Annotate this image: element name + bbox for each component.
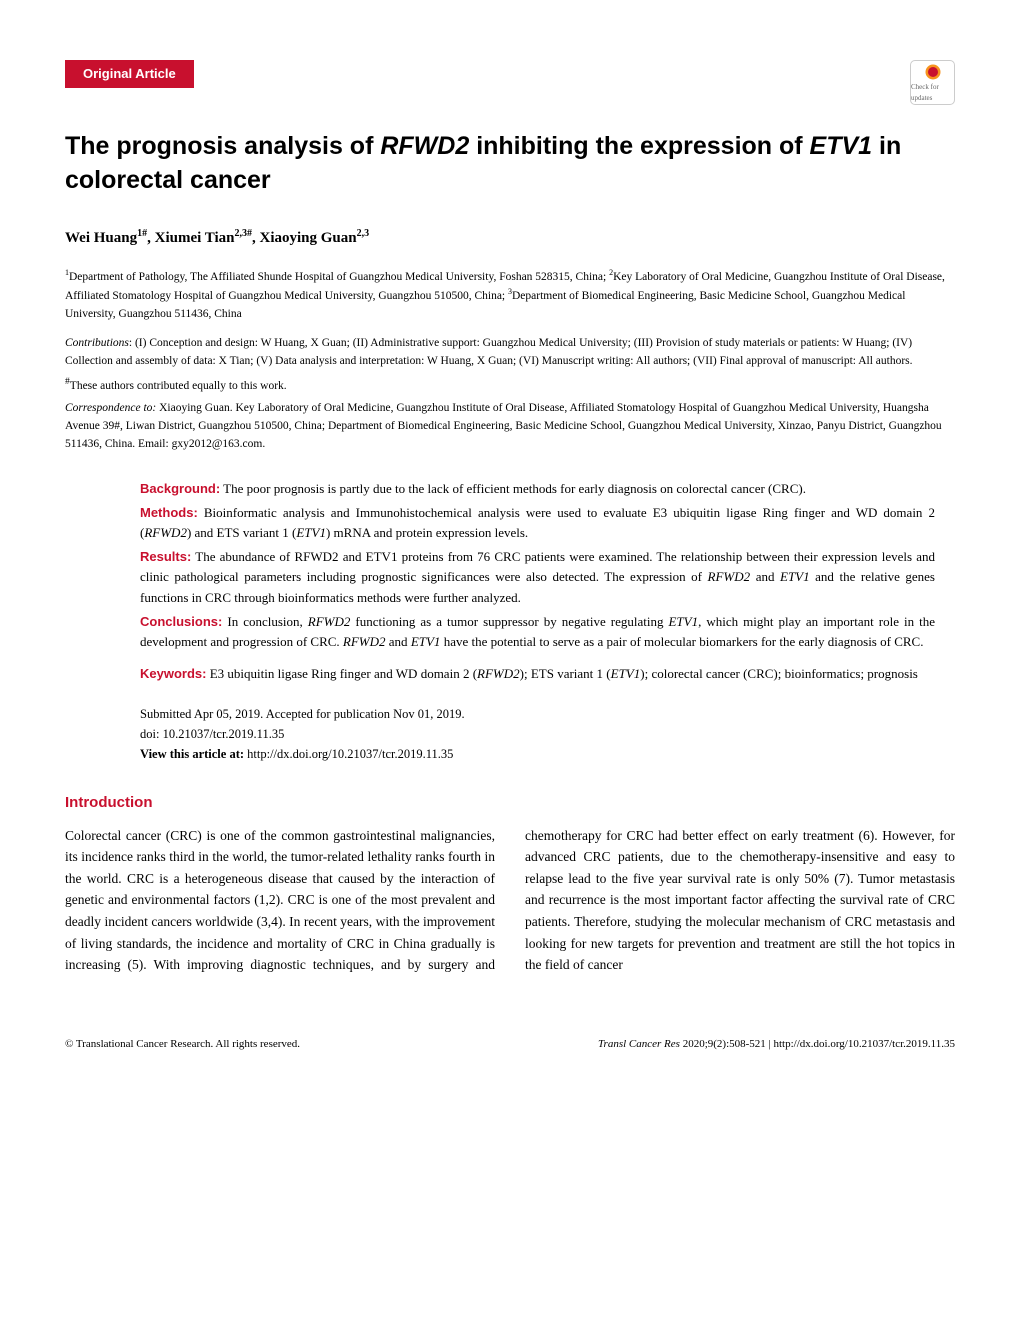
- introduction-body: Colorectal cancer (CRC) is one of the co…: [65, 825, 955, 976]
- keywords: Keywords: E3 ubiquitin ligase Ring finge…: [140, 664, 935, 684]
- abstract-methods: Methods: Bioinformatic analysis and Immu…: [140, 503, 935, 543]
- abstract-block: Background: The poor prognosis is partly…: [140, 479, 935, 684]
- submission-dates: Submitted Apr 05, 2019. Accepted for pub…: [140, 704, 935, 724]
- correspondence: Correspondence to: Xiaoying Guan. Key La…: [65, 399, 955, 454]
- abstract-conclusions: Conclusions: In conclusion, RFWD2 functi…: [140, 612, 935, 652]
- copyright: © Translational Cancer Research. All rig…: [65, 1036, 300, 1053]
- citation: Transl Cancer Res 2020;9(2):508-521 | ht…: [598, 1036, 955, 1053]
- check-updates-icon[interactable]: Check for updates: [910, 60, 955, 105]
- abstract-background: Background: The poor prognosis is partly…: [140, 479, 935, 499]
- submission-info: Submitted Apr 05, 2019. Accepted for pub…: [140, 704, 935, 764]
- doi: doi: 10.21037/tcr.2019.11.35: [140, 724, 935, 744]
- introduction-heading: Introduction: [65, 792, 955, 815]
- abstract-results: Results: The abundance of RFWD2 and ETV1…: [140, 547, 935, 607]
- view-article-link[interactable]: View this article at: http://dx.doi.org/…: [140, 744, 935, 764]
- contributions: Contributions: (I) Conception and design…: [65, 334, 955, 371]
- article-title: The prognosis analysis of RFWD2 inhibiti…: [65, 130, 955, 198]
- article-type-badge: Original Article: [65, 60, 194, 88]
- page-footer: © Translational Cancer Research. All rig…: [65, 1036, 955, 1053]
- equal-contribution-note: #These authors contributed equally to th…: [65, 375, 955, 395]
- affiliations: 1Department of Pathology, The Affiliated…: [65, 267, 955, 324]
- header-row: Original Article Check for updates: [65, 60, 955, 105]
- author-list: Wei Huang1#, Xiumei Tian2,3#, Xiaoying G…: [65, 226, 955, 250]
